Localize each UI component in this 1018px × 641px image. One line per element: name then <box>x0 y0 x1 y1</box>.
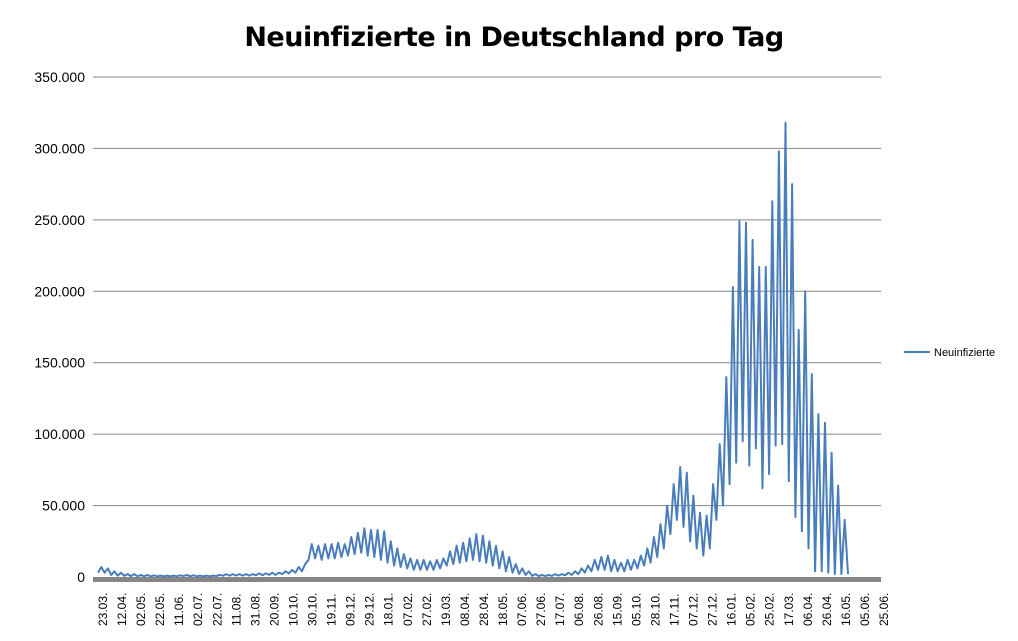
x-tick-label: 11.06. <box>172 594 186 626</box>
x-tick-label: 30.10. <box>306 593 320 626</box>
x-tick-label: 19.11. <box>325 594 339 626</box>
y-tick-label: 100.000 <box>34 426 85 442</box>
x-tick-label: 29.12. <box>363 593 377 626</box>
x-tick-label: 20.09. <box>267 593 281 626</box>
y-tick-label: 50.000 <box>42 498 85 514</box>
y-tick-label: 200.000 <box>34 283 85 299</box>
x-tick-label: 02.07. <box>191 593 205 626</box>
x-tick-label: 28.04. <box>477 593 491 626</box>
y-tick-label: 150.000 <box>34 355 85 371</box>
x-tick-label: 05.10. <box>629 593 643 626</box>
x-tick-label: 06.04. <box>801 593 815 626</box>
x-tick-label: 07.02. <box>401 593 415 626</box>
y-tick-label: 0 <box>77 569 85 585</box>
x-tick-label: 05.02. <box>744 593 758 626</box>
x-tick-label: 27.06. <box>534 593 548 626</box>
x-tick-label: 17.11. <box>667 594 681 626</box>
y-tick-label: 300.000 <box>34 140 85 156</box>
series-line-neuinfizierte <box>97 121 849 578</box>
x-tick-label: 19.03. <box>439 593 453 626</box>
x-tick-label: 18.01. <box>382 593 396 626</box>
legend-label: Neuinfizierte <box>934 347 995 359</box>
x-tick-label: 08.04. <box>458 593 472 626</box>
x-tick-label: 07.06. <box>515 593 529 626</box>
x-tick-label: 22.07. <box>210 593 224 626</box>
x-tick-label: 23.03. <box>96 593 110 626</box>
x-tick-label: 22.05. <box>153 593 167 626</box>
x-tick-label: 27.02. <box>420 593 434 626</box>
x-tick-label: 31.08. <box>248 593 262 626</box>
x-tick-label: 17.07. <box>553 593 567 626</box>
x-tick-label: 12.04. <box>115 593 129 626</box>
x-axis-bar <box>93 577 881 582</box>
x-tick-label: 10.10. <box>286 593 300 626</box>
x-tick-label: 11.08. <box>229 594 243 626</box>
x-tick-label: 28.10. <box>648 593 662 626</box>
x-tick-label: 16.05. <box>839 593 853 626</box>
x-tick-label: 07.12. <box>687 593 701 626</box>
y-tick-label: 350.000 <box>34 69 85 85</box>
x-tick-label: 26.08. <box>591 593 605 626</box>
x-tick-label: 25.06. <box>877 593 891 626</box>
x-tick-label: 06.08. <box>572 593 586 626</box>
x-tick-label: 25.02. <box>763 593 777 626</box>
x-tick-label: 26.04. <box>820 593 834 626</box>
x-tick-label: 18.05. <box>496 593 510 626</box>
x-tick-label: 16.01. <box>725 593 739 626</box>
x-tick-label: 09.12. <box>344 593 358 626</box>
x-tick-label: 05.06. <box>858 593 872 626</box>
legend: Neuinfizierte <box>904 347 995 359</box>
x-tick-label: 15.09. <box>610 593 624 626</box>
x-tick-label: 27.12. <box>706 593 720 626</box>
x-tick-label: 02.05. <box>134 593 148 626</box>
chart-title: Neuinfizierte in Deutschland pro Tag <box>244 22 784 53</box>
y-tick-label: 250.000 <box>34 212 85 228</box>
x-tick-label: 17.03. <box>782 593 796 626</box>
